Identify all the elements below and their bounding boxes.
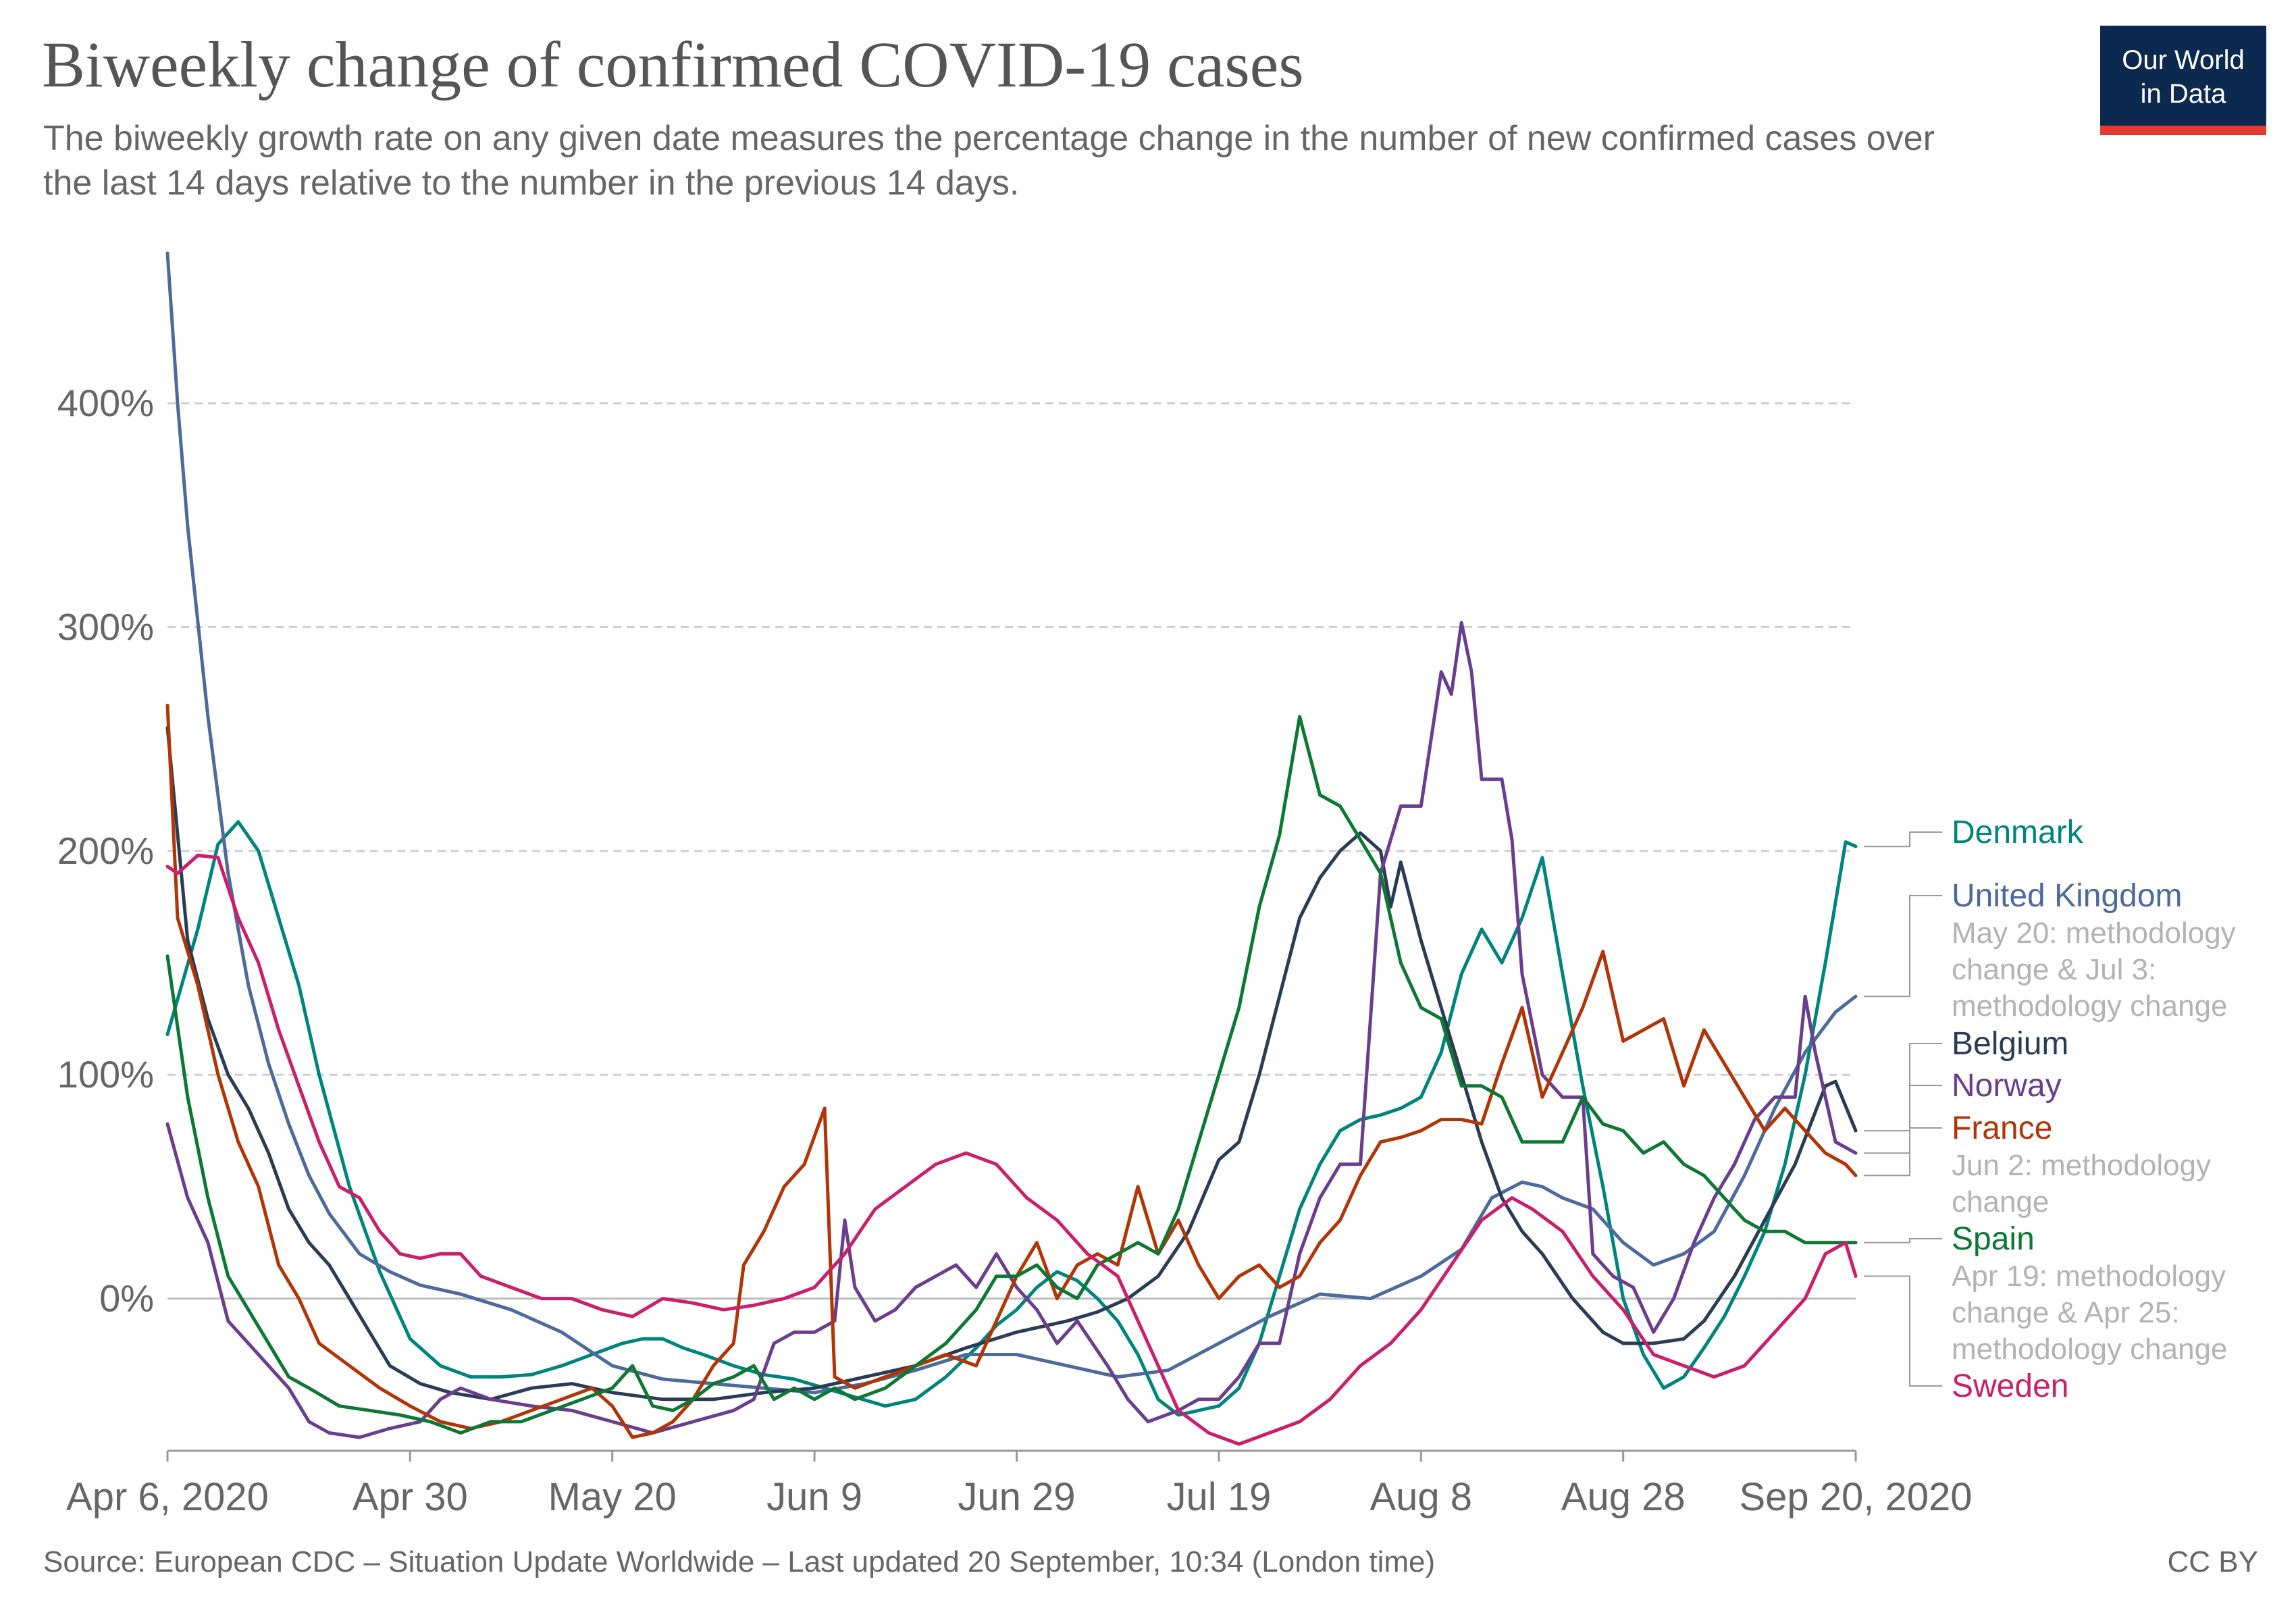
x-tick-label: Apr 30 xyxy=(353,1475,468,1519)
chart-title: Biweekly change of confirmed COVID-19 ca… xyxy=(42,28,1304,101)
x-tick-label: Sep 20, 2020 xyxy=(1739,1475,1972,1519)
series-label-denmark[interactable]: Denmark xyxy=(1952,815,2084,850)
y-tick-label: 0% xyxy=(99,1277,154,1320)
y-tick-label: 200% xyxy=(57,829,154,872)
series-note-spain: change & Apr 25: xyxy=(1952,1296,2180,1329)
x-tick-label: Aug 8 xyxy=(1369,1475,1472,1519)
label-connector-france xyxy=(1864,1127,1942,1177)
x-tick-label: Jun 29 xyxy=(958,1475,1075,1519)
series-note-france: change xyxy=(1952,1185,2049,1218)
series-note-united-kingdom: change & Jul 3: xyxy=(1952,953,2156,986)
x-tick-label: Jun 9 xyxy=(766,1475,862,1519)
logo-accent-bar xyxy=(2100,126,2266,135)
y-tick-label: 300% xyxy=(57,605,154,648)
series-label-sweden[interactable]: Sweden xyxy=(1952,1368,2068,1404)
source-note[interactable]: Source: European CDC – Situation Update … xyxy=(43,1545,1436,1578)
license-link[interactable]: CC BY xyxy=(2167,1545,2258,1578)
series-note-united-kingdom: May 20: methodology xyxy=(1952,917,2236,950)
y-tick-label: 400% xyxy=(57,382,154,424)
series-lines xyxy=(165,251,1858,1446)
series-label-spain[interactable]: Spain xyxy=(1952,1221,2035,1257)
line-chart: 0% 100% 200% 300% 400% Apr 6, 2020 Apr 30 May 2… xyxy=(57,251,2236,1519)
series-label-belgium[interactable]: Belgium xyxy=(1952,1026,2068,1062)
series-note-france: Jun 2: methodology xyxy=(1952,1149,2211,1182)
logo-line-1: Our World xyxy=(2122,45,2245,75)
series-note-united-kingdom: methodology change xyxy=(1952,989,2228,1023)
label-connector-norway xyxy=(1864,1085,1942,1154)
label-connector-denmark xyxy=(1864,831,1942,848)
series-line-denmark[interactable] xyxy=(165,820,1858,1417)
grid-lines xyxy=(167,402,1856,1300)
logo-text: Our World in Data xyxy=(2100,43,2266,111)
series-note-spain: Apr 19: methodology xyxy=(1952,1260,2226,1293)
axes: 0% 100% 200% 300% 400% Apr 6, 2020 Apr 30 May 2… xyxy=(57,382,1973,1519)
series-label-france[interactable]: France xyxy=(1952,1110,2052,1146)
label-connector-united-kingdom xyxy=(1864,895,1942,998)
label-connector-sweden xyxy=(1864,1275,1942,1387)
series-line-france[interactable] xyxy=(165,703,1858,1439)
series-line-norway[interactable] xyxy=(165,621,1858,1439)
x-tick-label: May 20 xyxy=(548,1475,677,1519)
x-tick-label: Apr 6, 2020 xyxy=(66,1475,269,1519)
series-note-spain: methodology change xyxy=(1952,1333,2228,1366)
x-tick-label: Jul 19 xyxy=(1166,1475,1271,1519)
y-tick-label: 100% xyxy=(57,1053,154,1096)
chart-subtitle: The biweekly growth rate on any given da… xyxy=(43,119,1935,203)
series-line-united-kingdom[interactable] xyxy=(165,251,1858,1395)
x-tick-label: Aug 28 xyxy=(1561,1475,1686,1519)
label-connector-belgium xyxy=(1864,1043,1942,1132)
series-line-sweden[interactable] xyxy=(165,853,1858,1446)
series-line-belgium[interactable] xyxy=(165,726,1858,1401)
series-label-norway[interactable]: Norway xyxy=(1952,1068,2062,1104)
owid-logo[interactable]: Our World in Data xyxy=(2100,26,2266,135)
logo-line-2: in Data xyxy=(2140,79,2226,109)
series-label-united-kingdom[interactable]: United Kingdom xyxy=(1952,878,2183,914)
label-connector-spain xyxy=(1864,1238,1942,1243)
series-line-spain[interactable] xyxy=(165,715,1858,1435)
